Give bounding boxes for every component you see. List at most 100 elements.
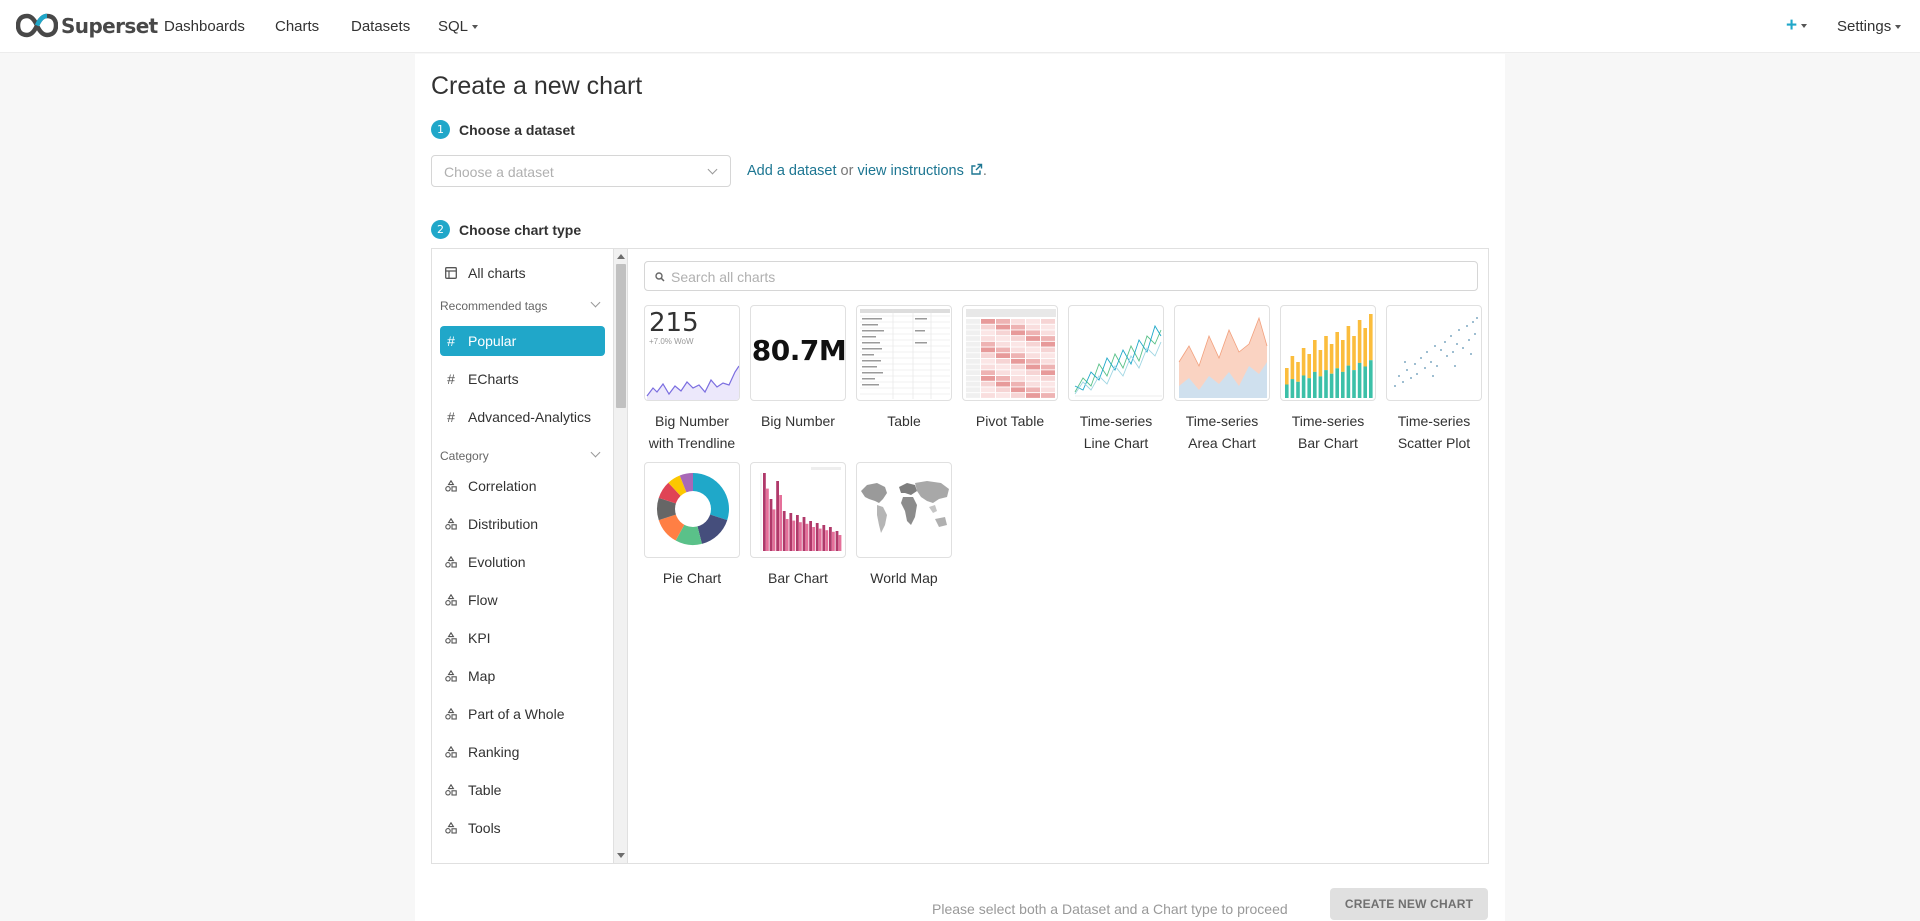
- plus-icon: +: [1786, 15, 1798, 36]
- table-icon: [444, 267, 458, 279]
- chart-tile-big-number[interactable]: 80.7M Big Number: [750, 305, 846, 432]
- chart-tile-table[interactable]: Table: [856, 305, 952, 432]
- thumbnail-value: 80.7M: [751, 334, 846, 367]
- section-label: Category: [440, 449, 489, 463]
- sidebar-category-table[interactable]: Table: [440, 775, 605, 805]
- step-label: Choose chart type: [459, 221, 582, 238]
- sidebar-category-kpi[interactable]: KPI: [440, 623, 605, 653]
- sidebar-category-map[interactable]: Map: [440, 661, 605, 691]
- new-item-menu[interactable]: +: [1786, 15, 1808, 36]
- section-label: Recommended tags: [440, 299, 548, 313]
- chart-tile-pivot-table[interactable]: Pivot Table: [962, 305, 1058, 432]
- tile-label: Big Number: [761, 413, 835, 429]
- sidebar-item-label: Flow: [468, 592, 498, 608]
- chart-thumbnail: [1386, 305, 1482, 401]
- tile-label: Time-series Line Chart: [1061, 410, 1171, 454]
- sidebar-category-flow[interactable]: Flow: [440, 585, 605, 615]
- line-thumbnail-graphic: [1074, 324, 1162, 397]
- chart-tile-big-number-trendline[interactable]: 215 +7.0% WoW Big Number with Trendline: [644, 305, 740, 454]
- chart-tile-pie[interactable]: Pie Chart: [644, 462, 740, 589]
- shapes-icon: [444, 480, 458, 492]
- pivot-thumbnail-graphic: [966, 309, 1056, 398]
- chart-type-chooser: All charts Recommended tags # Popular # …: [431, 248, 1489, 864]
- tile-label-line2: Line Chart: [1083, 435, 1149, 451]
- caret-down-icon: [1801, 23, 1808, 28]
- area-thumbnail-graphic: [1178, 316, 1268, 398]
- sidebar-category-evolution[interactable]: Evolution: [440, 547, 605, 577]
- tile-label: Time-series Area Chart: [1167, 410, 1277, 454]
- sidebar-item-label: ECharts: [468, 371, 519, 387]
- dataset-select[interactable]: Choose a dataset: [431, 155, 731, 187]
- tile-label: Time-series Bar Chart: [1273, 410, 1383, 454]
- sidebar-category-correlation[interactable]: Correlation: [440, 471, 605, 501]
- view-instructions-label: view instructions: [857, 163, 964, 179]
- chart-thumbnail: [1068, 305, 1164, 401]
- shapes-icon: [444, 632, 458, 644]
- step-choose-dataset: 1 Choose a dataset: [431, 120, 575, 139]
- table-thumbnail-graphic: [860, 309, 950, 399]
- sidebar-item-label: All charts: [468, 265, 526, 281]
- nav-dashboards[interactable]: Dashboards: [164, 18, 245, 35]
- chart-thumbnail: [750, 462, 846, 558]
- chart-tile-ts-bar[interactable]: Time-series Bar Chart: [1280, 305, 1376, 454]
- chart-tile-ts-area[interactable]: Time-series Area Chart: [1174, 305, 1270, 454]
- page-title: Create a new chart: [431, 72, 643, 100]
- top-navbar: Superset Dashboards Charts Datasets SQL …: [0, 0, 1920, 53]
- chart-thumbnail: [962, 305, 1058, 401]
- create-new-chart-button[interactable]: CREATE NEW CHART: [1330, 888, 1488, 920]
- step-number: 1: [431, 120, 450, 139]
- chart-thumbnail: [856, 462, 952, 558]
- sidebar-category-part-of-a-whole[interactable]: Part of a Whole: [440, 699, 605, 729]
- sidebar-category-ranking[interactable]: Ranking: [440, 737, 605, 767]
- category-header[interactable]: Category: [440, 447, 605, 463]
- donut-thumbnail-graphic: [657, 473, 729, 545]
- shapes-icon: [444, 784, 458, 796]
- scroll-thumb[interactable]: [616, 264, 626, 408]
- scroll-down-arrow-icon[interactable]: [617, 853, 625, 858]
- bar-thumbnail-graphic: [1285, 314, 1373, 398]
- sidebar-item-label: Ranking: [468, 744, 520, 760]
- chart-tile-ts-scatter[interactable]: Time-series Scatter Plot: [1386, 305, 1482, 454]
- scroll-up-arrow-icon[interactable]: [617, 254, 625, 259]
- sidebar-item-label: KPI: [468, 630, 491, 646]
- step-label: Choose a dataset: [459, 121, 575, 138]
- shapes-icon: [444, 746, 458, 758]
- chart-tile-world-map[interactable]: World Map: [856, 462, 952, 589]
- chart-tile-bar[interactable]: Bar Chart: [750, 462, 846, 589]
- chart-tile-ts-line[interactable]: Time-series Line Chart: [1068, 305, 1164, 454]
- caret-down-icon: [1895, 25, 1902, 30]
- sidebar-tag-popular[interactable]: # Popular: [440, 326, 605, 356]
- settings-menu[interactable]: Settings: [1837, 18, 1902, 35]
- shapes-icon: [444, 708, 458, 720]
- superset-logo[interactable]: Superset: [16, 13, 158, 38]
- dataset-select-placeholder: Choose a dataset: [444, 164, 554, 180]
- sidebar-item-label: Tools: [468, 820, 501, 836]
- tile-label-line2: Bar Chart: [1298, 435, 1358, 451]
- chart-thumbnail: [1280, 305, 1376, 401]
- search-icon: [655, 272, 665, 282]
- search-charts-input[interactable]: Search all charts: [644, 261, 1478, 291]
- sidebar-item-label: Table: [468, 782, 502, 798]
- tile-label: Big Number with Trendline: [637, 410, 747, 454]
- sidebar-item-label: Correlation: [468, 478, 537, 494]
- view-instructions-link[interactable]: view instructions: [857, 163, 983, 179]
- dataset-help-text: Add a dataset or view instructions .: [747, 163, 987, 179]
- nav-sql-menu[interactable]: SQL: [438, 18, 479, 35]
- sidebar-tag-echarts[interactable]: # ECharts: [440, 364, 605, 394]
- step-choose-chart-type: 2 Choose chart type: [431, 220, 581, 239]
- sidebar-item-all-charts[interactable]: All charts: [440, 258, 605, 288]
- tile-label-line2: Scatter Plot: [1397, 435, 1471, 451]
- sidebar-category-distribution[interactable]: Distribution: [440, 509, 605, 539]
- hash-icon: #: [447, 409, 455, 425]
- chart-thumbnail: 215 +7.0% WoW: [644, 305, 740, 401]
- nav-datasets[interactable]: Datasets: [351, 18, 411, 35]
- sidebar-category-tools[interactable]: Tools: [440, 813, 605, 843]
- add-dataset-link[interactable]: Add a dataset: [747, 163, 837, 179]
- brand-name: Superset: [61, 13, 158, 38]
- sidebar-scrollbar[interactable]: [614, 249, 628, 863]
- sidebar-tag-advanced-analytics[interactable]: # Advanced-Analytics: [440, 402, 605, 432]
- tile-label: Table: [887, 413, 921, 429]
- chart-category-sidebar: All charts Recommended tags # Popular # …: [432, 249, 614, 863]
- recommended-tags-header[interactable]: Recommended tags: [440, 297, 605, 313]
- nav-charts[interactable]: Charts: [275, 18, 320, 35]
